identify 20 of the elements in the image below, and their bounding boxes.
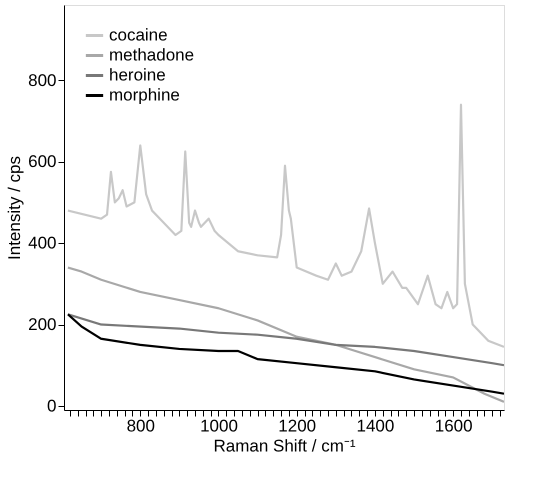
- y-axis-title: Intensity / cps: [5, 156, 24, 260]
- legend-label: methadone: [109, 46, 194, 64]
- line-series: [66, 104, 504, 348]
- line-series: [66, 266, 504, 403]
- y-tick-label: 0: [47, 396, 56, 416]
- legend-label: heroine: [109, 66, 166, 84]
- y-tick-label: 800: [28, 70, 56, 90]
- x-tick-label: 800: [126, 416, 155, 436]
- legend-label: cocaine: [109, 26, 168, 44]
- y-tick-label: 200: [28, 315, 56, 334]
- legend-label: morphine: [109, 86, 180, 104]
- x-tick-label: 1600: [434, 416, 473, 436]
- line-series: [66, 313, 504, 366]
- x-tick-label: 1200: [278, 416, 316, 436]
- x-axis-title: Raman Shift / cm⁻¹: [213, 436, 356, 456]
- x-tick-label: 1000: [200, 416, 238, 436]
- line-series: [66, 313, 504, 395]
- y-tick-label: 600: [28, 152, 56, 172]
- x-tick-label: 1400: [356, 416, 394, 436]
- y-tick-label: 400: [28, 234, 56, 253]
